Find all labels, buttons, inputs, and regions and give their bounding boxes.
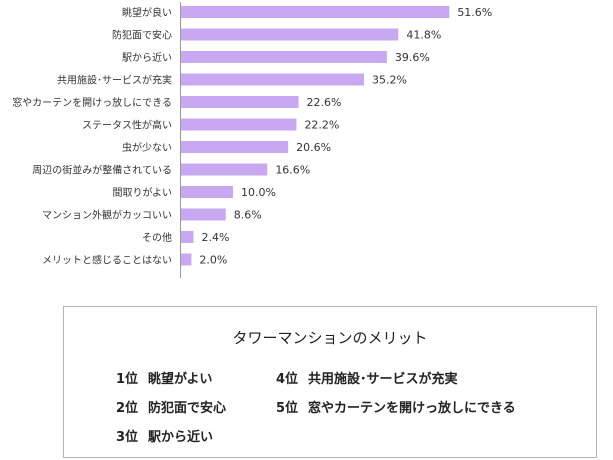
value-label: 22.2% [304, 119, 339, 132]
category-label: 眺望が良い [122, 6, 172, 19]
category-label: 駅から近い [122, 51, 172, 64]
ranking-item-1: 1位 眺望がよい [116, 368, 212, 387]
bar [181, 163, 268, 176]
bar [181, 141, 289, 153]
ranking-position: 3位 [116, 430, 139, 445]
ranking-label: 眺望がよい [148, 372, 213, 387]
ranking-label: 駅から近い [148, 430, 214, 445]
ranking-position: 1位 [116, 372, 139, 387]
ranking-item-2: 2位 防犯面で安心 [116, 397, 226, 416]
category-label: 周辺の街並みが整備されている [32, 164, 172, 177]
ranking-label: 共用施設･サービスが充実 [308, 372, 458, 387]
value-label: 8.6% [234, 209, 262, 222]
bar [181, 51, 387, 63]
summary-title: タワーマンションのメリット [232, 329, 428, 347]
summary-box: タワーマンションのメリット 1位 眺望がよい 2位 防犯面で安心 3位 駅から近い 4… [63, 306, 597, 458]
category-label: その他 [142, 231, 172, 244]
bar [181, 28, 399, 41]
ranking-item-3: 3位 駅から近い [116, 426, 213, 445]
value-label: 2.0% [199, 254, 227, 267]
bar [181, 253, 192, 266]
bar [181, 208, 226, 221]
category-label: 虫が少ない [122, 141, 172, 154]
ranking-item-5: 5位 窓やカーテンを開けっ放しにできる [276, 397, 516, 416]
value-label: 10.0% [241, 186, 276, 199]
value-label: 35.2% [372, 74, 407, 87]
category-label: 共用施設･サービスが充実 [57, 74, 172, 87]
value-label: 16.6% [275, 164, 310, 177]
bar [181, 96, 299, 108]
bar [181, 186, 233, 198]
ranking-label: 窓やカーテンを開けっ放しにできる [308, 401, 516, 416]
value-label: 22.6% [307, 96, 342, 109]
bar-chart: 眺望が良い 51.6% 防犯面で安心 41.8% 駅から近い 39.6% 共用施設･サービス… [12, 2, 492, 278]
ranking-position: 5位 [276, 401, 299, 416]
category-label: メリットと感じることはない [42, 254, 172, 267]
category-label: マンション外観がカッコいい [42, 209, 172, 222]
ranking-position: 2位 [116, 401, 139, 416]
value-label: 2.4% [201, 231, 229, 244]
category-label: 防犯面で安心 [112, 29, 172, 42]
category-label: 窓やカーテンを開けっ放しにできる [12, 96, 172, 109]
value-label: 51.6% [457, 6, 492, 19]
category-label: 間取りがよい [113, 186, 173, 199]
bar [181, 118, 297, 131]
bar [181, 231, 194, 243]
ranking-label: 防犯面で安心 [148, 401, 227, 416]
ranking-item-4: 4位 共用施設･サービスが充実 [276, 368, 458, 387]
category-label: ステータス性が高い [82, 119, 172, 132]
value-label: 20.6% [296, 141, 331, 154]
ranking-position: 4位 [276, 372, 299, 387]
bar [181, 6, 450, 18]
bar [181, 73, 365, 86]
value-label: 39.6% [395, 51, 430, 64]
value-label: 41.8% [406, 29, 441, 42]
